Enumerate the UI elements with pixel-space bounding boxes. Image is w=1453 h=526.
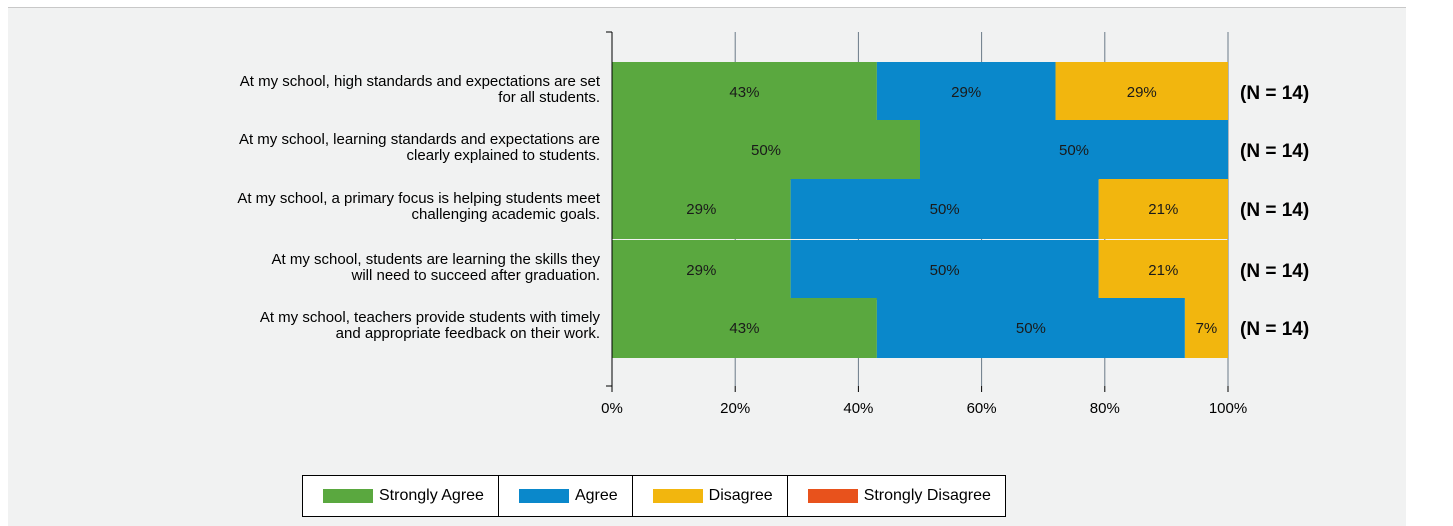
legend-label: Disagree bbox=[708, 487, 773, 504]
category-label: At my school, students are learning the … bbox=[272, 251, 601, 268]
bar-segment bbox=[612, 120, 920, 180]
bar-segment bbox=[612, 62, 877, 122]
bar-segment bbox=[612, 298, 877, 358]
category-label: At my school, a primary focus is helping… bbox=[237, 190, 600, 207]
bar-value-label: 43% bbox=[729, 84, 759, 101]
n-count-label: (N = 14) bbox=[1240, 141, 1309, 162]
bar-segment bbox=[1055, 62, 1228, 122]
category-label: will need to succeed after graduation. bbox=[351, 267, 601, 284]
bar-segment bbox=[790, 179, 1099, 239]
n-count-label: (N = 14) bbox=[1240, 261, 1309, 282]
category-label: for all students. bbox=[498, 89, 600, 106]
legend-label: Strongly Disagree bbox=[863, 487, 991, 504]
n-count-label: (N = 14) bbox=[1240, 200, 1309, 221]
legend-swatch bbox=[807, 489, 858, 503]
x-tick-label: 60% bbox=[967, 400, 997, 417]
bar-value-label: 50% bbox=[930, 262, 960, 279]
category-label: At my school, learning standards and exp… bbox=[239, 131, 600, 148]
bar-segment bbox=[612, 179, 791, 239]
bar-value-label: 50% bbox=[1016, 320, 1046, 337]
bar-value-label: 29% bbox=[686, 262, 716, 279]
legend-item: Strongly Disagree bbox=[788, 476, 1005, 516]
category-label: At my school, high standards and expecta… bbox=[240, 73, 601, 90]
bar-value-label: 50% bbox=[1059, 142, 1089, 159]
category-label: clearly explained to students. bbox=[407, 147, 600, 164]
x-tick-label: 100% bbox=[1209, 400, 1247, 417]
legend-swatch bbox=[518, 489, 569, 503]
bar-segment bbox=[876, 298, 1185, 358]
bar-value-label: 21% bbox=[1148, 201, 1178, 218]
legend-swatch bbox=[323, 489, 373, 503]
legend-item: Agree bbox=[499, 476, 633, 516]
legend-swatch bbox=[652, 489, 703, 503]
legend-label: Agree bbox=[574, 487, 618, 504]
bar-value-label: 50% bbox=[751, 142, 781, 159]
bar-value-label: 43% bbox=[729, 320, 759, 337]
category-label: and appropriate feedback on their work. bbox=[336, 325, 600, 342]
x-tick-label: 40% bbox=[843, 400, 873, 417]
bar-value-label: 29% bbox=[686, 201, 716, 218]
bar-segment bbox=[1098, 179, 1228, 239]
bar-value-label: 29% bbox=[1127, 84, 1157, 101]
bar-segment bbox=[1098, 240, 1228, 300]
bar-segment bbox=[790, 240, 1099, 300]
x-tick-label: 20% bbox=[720, 400, 750, 417]
category-label: At my school, teachers provide students … bbox=[260, 309, 601, 326]
bar-segment bbox=[612, 240, 791, 300]
chart-legend: Strongly Agree Agree Disagree Strongly Disa… bbox=[302, 475, 1006, 517]
bar-segment bbox=[920, 120, 1228, 180]
n-count-label: (N = 14) bbox=[1240, 319, 1309, 340]
bar-segment bbox=[1184, 298, 1228, 358]
n-count-label: (N = 14) bbox=[1240, 83, 1309, 104]
x-tick-label: 0% bbox=[601, 400, 623, 417]
bar-value-label: 29% bbox=[951, 84, 981, 101]
bar-segment bbox=[876, 62, 1056, 122]
legend-label: Strongly Agree bbox=[379, 487, 484, 504]
bar-value-label: 7% bbox=[1196, 320, 1218, 337]
legend-item: Strongly Agree bbox=[303, 476, 499, 516]
chart-panel: 43% 29% 29% At my school, high standards an… bbox=[8, 7, 1406, 526]
bar-value-label: 21% bbox=[1148, 262, 1178, 279]
x-tick-label: 80% bbox=[1090, 400, 1120, 417]
bar-value-label: 50% bbox=[930, 201, 960, 218]
category-label: challenging academic goals. bbox=[412, 206, 600, 223]
legend-item: Disagree bbox=[633, 476, 788, 516]
stacked-bar-chart: 43% 29% 29% At my school, high standards an… bbox=[237, 31, 1309, 417]
